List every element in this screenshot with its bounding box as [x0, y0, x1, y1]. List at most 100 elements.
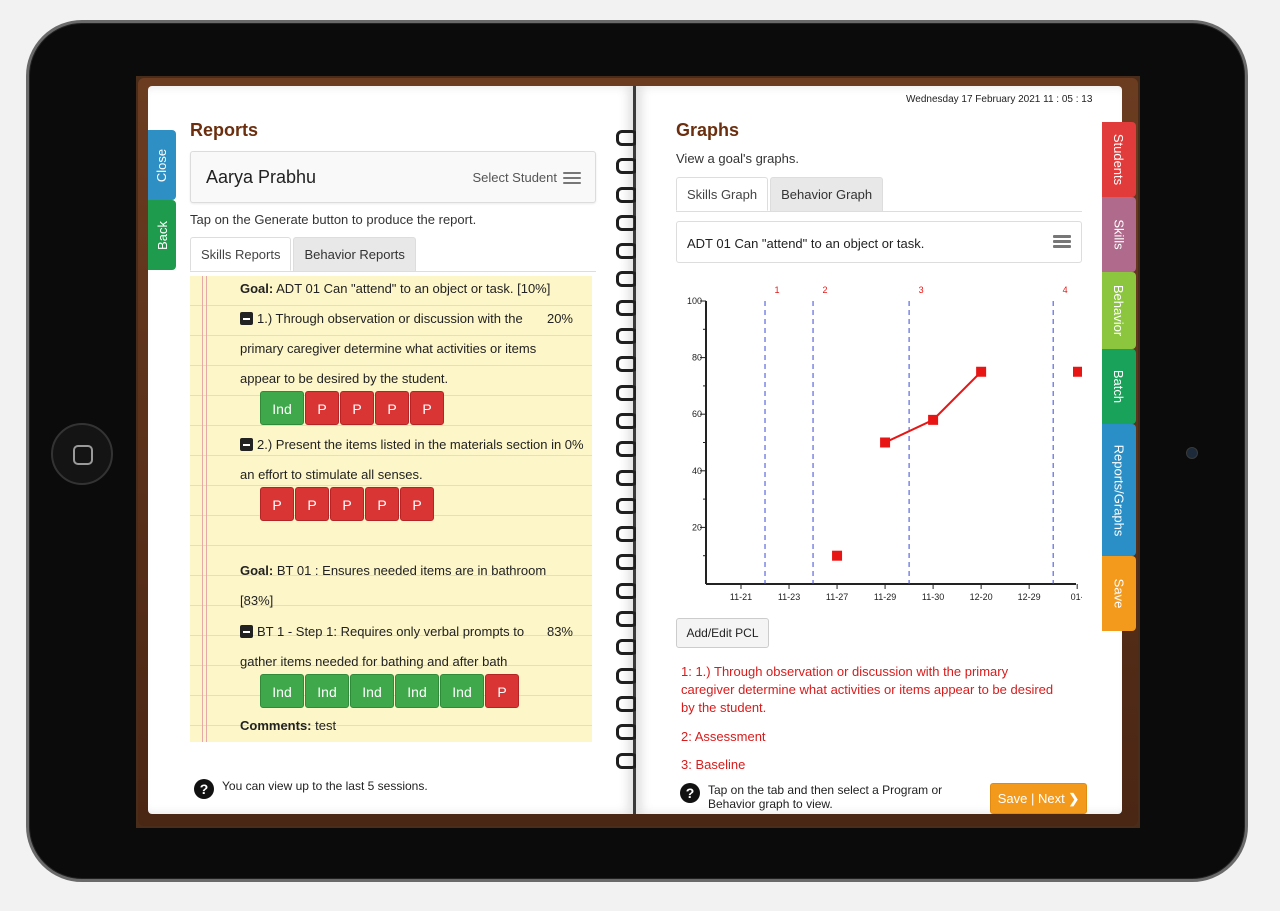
x-tick-label: 11-30	[922, 592, 944, 602]
graphs-title: Graphs	[676, 120, 740, 140]
goal-2-percent: [83%]	[240, 593, 274, 608]
reports-help: ? You can view up to the last 5 sessions…	[194, 779, 428, 799]
collapse-minus-icon[interactable]	[240, 312, 253, 325]
side-tab-reports-graphs[interactable]: Reports/Graphs	[1102, 424, 1136, 556]
goal-1-line: Goal: ADT 01 Can "attend" to an object o…	[240, 281, 551, 296]
side-tab-batch[interactable]: Batch	[1102, 349, 1136, 424]
legend-item-1: 1: 1.) Through observation or discussion…	[681, 664, 1054, 715]
help-icon: ?	[194, 779, 214, 799]
tab-behavior-reports[interactable]: Behavior Reports	[293, 237, 416, 271]
section-tabs: Students Skills Behavior Batch Reports/Graph…	[1102, 122, 1136, 631]
session-chip[interactable]: P	[295, 487, 329, 521]
session-chip[interactable]: P	[340, 391, 374, 425]
objective-1-line-3: appear to be desired by the student.	[240, 371, 449, 386]
side-tab-students[interactable]: Students	[1102, 122, 1136, 197]
session-chip[interactable]: P	[260, 487, 294, 521]
back-tab[interactable]: Back	[148, 200, 176, 270]
data-point	[832, 550, 843, 561]
objective-2-line-1: 2.) Present the items listed in the mate…	[240, 430, 585, 460]
datetime: Wednesday 17 February 2021 11 : 05 : 13	[906, 94, 1093, 105]
legend-item-3: 3: Baseline	[681, 757, 746, 772]
chart-svg: 20 40 60 80 100 11-21 11-23 11-27 11-29 11-30 12-2…	[687, 285, 1084, 602]
session-chip[interactable]: P	[375, 391, 409, 425]
camera-icon	[1186, 447, 1198, 459]
data-point	[976, 366, 987, 377]
student-name: Aarya Prabhu	[206, 167, 317, 187]
add-edit-pcl-button[interactable]: Add/Edit PCL	[676, 618, 769, 648]
step-1-sessions: Ind Ind Ind Ind Ind P	[260, 674, 520, 708]
close-tab[interactable]: Close	[148, 130, 176, 200]
side-tab-save[interactable]: Save	[1102, 556, 1136, 631]
phase-label: 2	[823, 285, 828, 295]
menu-icon	[563, 171, 581, 185]
tab-behavior-graph[interactable]: Behavior Graph	[770, 177, 884, 211]
objective-2-line-2: an effort to stimulate all senses.	[240, 467, 423, 482]
reports-title: Reports	[190, 120, 259, 140]
graphs-page: Wednesday 17 February 2021 11 : 05 : 13 …	[636, 86, 1122, 814]
reports-page: Close Back Reports Aarya Prabhu Select S…	[148, 86, 634, 814]
goal-selector[interactable]: ADT 01 Can "attend" to an object or task…	[676, 221, 1082, 263]
data-point	[1073, 366, 1083, 377]
y-tick-label: 60	[692, 409, 702, 419]
x-tick-label: 12-20	[970, 592, 993, 602]
collapse-minus-icon[interactable]	[240, 625, 253, 638]
session-chip[interactable]: P	[305, 391, 339, 425]
session-chip[interactable]: Ind	[260, 391, 304, 425]
reports-tabs: Skills Reports Behavior Reports	[190, 237, 596, 272]
side-tab-behavior[interactable]: Behavior	[1102, 272, 1136, 349]
step-1-line-2: gather items needed for bathing and afte…	[240, 654, 508, 669]
x-tick-label: 12-29	[1018, 592, 1041, 602]
step-1-line-1: BT 1 - Step 1: Requires only verbal prom…	[240, 617, 585, 647]
y-tick-label: 100	[687, 296, 702, 306]
comments-line: Comments: test	[240, 718, 337, 733]
legend-item-2: 2: Assessment	[681, 729, 766, 744]
data-point	[880, 437, 891, 448]
menu-icon[interactable]	[1053, 234, 1071, 248]
x-tick-label: 11-23	[778, 592, 800, 602]
generate-hint: Tap on the Generate button to produce th…	[190, 212, 477, 227]
session-chip[interactable]: P	[410, 391, 444, 425]
session-chip[interactable]: P	[400, 487, 434, 521]
objective-1-line-2: primary caregiver determine what activit…	[240, 341, 537, 356]
tab-skills-reports[interactable]: Skills Reports	[190, 237, 292, 271]
help-icon: ?	[680, 783, 700, 803]
graphs-tabs: Skills Graph Behavior Graph	[676, 177, 1082, 212]
y-tick-label: 20	[692, 522, 702, 532]
x-tick-label: 11-27	[826, 592, 848, 602]
side-tab-skills[interactable]: Skills	[1102, 197, 1136, 272]
session-chip[interactable]: P	[330, 487, 364, 521]
graphs-subtitle: View a goal's graphs.	[676, 151, 799, 166]
y-tick-label: 40	[692, 466, 702, 476]
session-chip[interactable]: Ind	[350, 674, 394, 708]
collapse-minus-icon[interactable]	[240, 438, 253, 451]
goal-selector-text: ADT 01 Can "attend" to an object or task…	[687, 236, 925, 251]
session-chip[interactable]: Ind	[305, 674, 349, 708]
x-tick-label: 11-21	[730, 592, 752, 602]
save-next-button[interactable]: Save | Next ❯	[990, 783, 1087, 814]
session-chip[interactable]: P	[485, 674, 519, 708]
data-point	[928, 414, 939, 425]
session-chip[interactable]: P	[365, 487, 399, 521]
session-chip[interactable]: Ind	[260, 674, 304, 708]
home-button[interactable]	[51, 423, 113, 485]
app-screen: Close Back Reports Aarya Prabhu Select S…	[136, 76, 1140, 828]
graphs-help: ? Tap on the tab and then select a Progr…	[680, 783, 970, 811]
series-line	[884, 371, 982, 444]
student-selector[interactable]: Aarya Prabhu Select Student	[190, 151, 596, 203]
session-chip[interactable]: Ind	[395, 674, 439, 708]
objective-1-line-1: 1.) Through observation or discussion wi…	[240, 304, 585, 334]
phase-label: 4	[1063, 285, 1068, 295]
tab-skills-graph[interactable]: Skills Graph	[676, 177, 769, 211]
phase-label: 1	[775, 285, 780, 295]
y-tick-label: 80	[692, 353, 702, 363]
session-chip[interactable]: Ind	[440, 674, 484, 708]
select-student-button[interactable]: Select Student	[472, 170, 581, 185]
goal-2-line: Goal: BT 01 : Ensures needed items are i…	[240, 563, 547, 578]
skills-report-panel: Goal: ADT 01 Can "attend" to an object o…	[190, 276, 592, 742]
phase-label: 3	[919, 285, 924, 295]
x-tick-label: 01-	[1071, 592, 1082, 602]
x-tick-label: 11-29	[874, 592, 896, 602]
chevron-right-icon: ❯	[1068, 791, 1080, 806]
objective-2-sessions: P P P P P	[260, 487, 435, 521]
objective-1-sessions: Ind P P P P	[260, 391, 445, 425]
